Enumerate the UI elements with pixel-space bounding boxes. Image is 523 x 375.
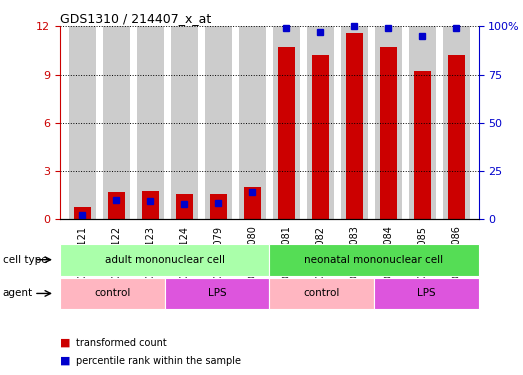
Text: ■: ■ xyxy=(60,338,71,348)
Bar xyxy=(137,26,164,219)
Text: agent: agent xyxy=(3,288,33,298)
Bar xyxy=(414,71,431,219)
Text: ■: ■ xyxy=(60,356,71,366)
Bar xyxy=(176,194,193,219)
Bar xyxy=(142,191,159,219)
Bar xyxy=(307,26,334,219)
Bar xyxy=(74,207,91,219)
Text: cell type: cell type xyxy=(3,255,47,265)
Bar xyxy=(375,26,402,219)
Bar xyxy=(448,55,465,219)
Text: control: control xyxy=(303,288,340,298)
Bar xyxy=(278,47,295,219)
Text: neonatal mononuclear cell: neonatal mononuclear cell xyxy=(304,255,444,265)
Text: percentile rank within the sample: percentile rank within the sample xyxy=(76,356,241,366)
Bar xyxy=(443,26,470,219)
Bar xyxy=(346,33,363,219)
Text: control: control xyxy=(94,288,131,298)
Text: LPS: LPS xyxy=(208,288,226,298)
Text: LPS: LPS xyxy=(417,288,436,298)
Bar xyxy=(380,47,397,219)
Text: transformed count: transformed count xyxy=(76,338,167,348)
Text: GDS1310 / 214407_x_at: GDS1310 / 214407_x_at xyxy=(60,12,211,25)
Bar xyxy=(244,187,261,219)
Bar xyxy=(409,26,436,219)
Bar xyxy=(103,26,130,219)
Bar xyxy=(341,26,368,219)
Bar xyxy=(312,55,329,219)
Text: adult mononuclear cell: adult mononuclear cell xyxy=(105,255,225,265)
Bar xyxy=(210,194,227,219)
Bar xyxy=(108,192,125,219)
Bar xyxy=(170,26,198,219)
Bar xyxy=(69,26,96,219)
Bar xyxy=(238,26,266,219)
Bar xyxy=(204,26,232,219)
Bar xyxy=(273,26,300,219)
